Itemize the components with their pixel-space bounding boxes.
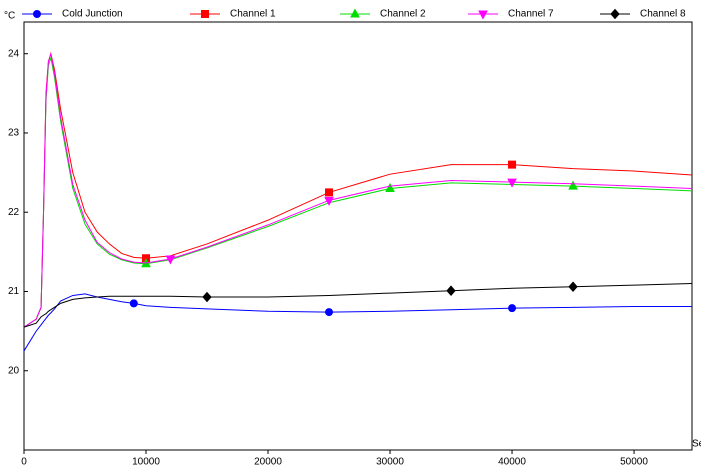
x-tick-label: 10000 xyxy=(132,457,160,468)
legend: Cold Junction Channel 1 Channel 2 Channel 7… xyxy=(22,8,686,20)
marker xyxy=(478,10,488,20)
y-tick-label: 22 xyxy=(8,207,20,218)
legend-label: Channel 2 xyxy=(380,9,426,20)
legend-label: Channel 1 xyxy=(230,9,276,20)
x-tick-label: 50000 xyxy=(620,457,648,468)
series-line xyxy=(23,283,693,328)
marker xyxy=(201,10,209,18)
marker xyxy=(325,188,334,197)
plot-frame xyxy=(23,21,693,451)
legend-label: Channel 7 xyxy=(508,9,554,20)
series-line xyxy=(23,293,692,352)
marker xyxy=(507,178,517,188)
marker xyxy=(325,308,334,317)
legend-label: Channel 8 xyxy=(640,9,686,20)
marker xyxy=(33,10,41,18)
marker xyxy=(508,304,517,313)
y-tick-label: 23 xyxy=(8,128,20,139)
marker xyxy=(129,299,138,308)
marker xyxy=(202,291,212,303)
x-tick-label: 40000 xyxy=(498,457,526,468)
y-tick-label: 24 xyxy=(8,48,20,59)
marker xyxy=(350,8,360,18)
legend-label: Cold Junction xyxy=(62,9,123,20)
y-tick-label: 21 xyxy=(8,286,20,297)
marker xyxy=(508,160,517,169)
marker xyxy=(568,180,578,190)
marker xyxy=(610,8,620,20)
marker xyxy=(568,281,578,292)
x-tick-label: 20000 xyxy=(254,457,282,468)
x-tick-label: 30000 xyxy=(376,457,404,468)
marker xyxy=(385,182,395,192)
y-unit: °C xyxy=(4,11,15,22)
series-line xyxy=(23,53,693,328)
marker xyxy=(324,196,334,206)
marker xyxy=(446,285,456,296)
y-tick-label: 20 xyxy=(8,365,20,376)
x-axis-label: Se xyxy=(692,439,701,450)
x-tick-label: 0 xyxy=(21,457,27,468)
marker xyxy=(165,255,176,265)
